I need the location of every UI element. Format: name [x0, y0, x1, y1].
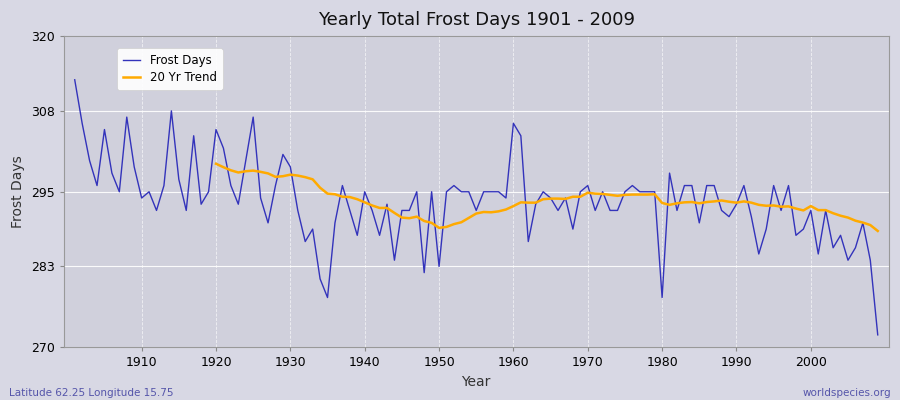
Y-axis label: Frost Days: Frost Days — [11, 155, 25, 228]
Text: worldspecies.org: worldspecies.org — [803, 388, 891, 398]
Title: Yearly Total Frost Days 1901 - 2009: Yearly Total Frost Days 1901 - 2009 — [318, 11, 634, 29]
Frost Days — [508, 121, 518, 126]
Line: 20 Yr Trend: 20 Yr Trend — [216, 164, 878, 231]
Legend: Frost Days, 20 Yr Trend: Frost Days, 20 Yr Trend — [117, 48, 222, 90]
20 Yr Trend — [842, 215, 853, 220]
Line: Frost Days: Frost Days — [75, 80, 878, 335]
20 Yr Trend — [872, 228, 883, 233]
20 Yr Trend — [760, 203, 771, 208]
Frost Days — [598, 189, 608, 194]
Frost Days — [872, 332, 883, 337]
Frost Days — [292, 208, 303, 213]
Frost Days — [337, 183, 347, 188]
20 Yr Trend — [671, 201, 682, 206]
20 Yr Trend — [300, 175, 310, 180]
20 Yr Trend — [211, 161, 221, 166]
20 Yr Trend — [776, 204, 787, 209]
Text: Latitude 62.25 Longitude 15.75: Latitude 62.25 Longitude 15.75 — [9, 388, 174, 398]
20 Yr Trend — [411, 214, 422, 219]
Frost Days — [69, 77, 80, 82]
Frost Days — [500, 196, 511, 200]
X-axis label: Year: Year — [462, 375, 490, 389]
Frost Days — [129, 164, 140, 169]
